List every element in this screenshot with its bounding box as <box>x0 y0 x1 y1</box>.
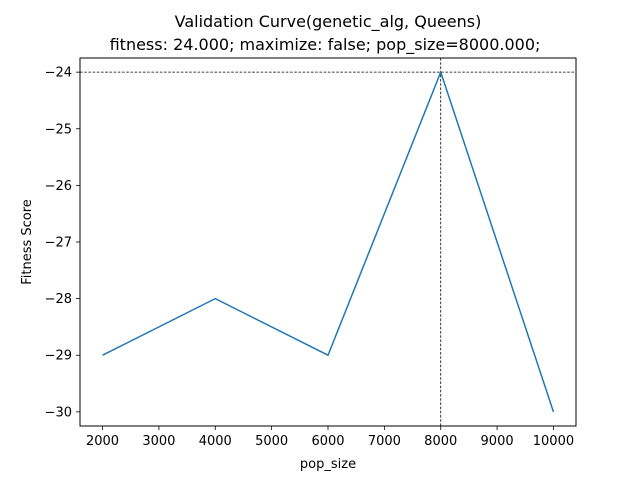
x-tick-label: 2000 <box>86 434 119 449</box>
x-tick-label: 7000 <box>368 434 401 449</box>
plot-frame <box>79 57 577 427</box>
plot-area <box>80 58 576 426</box>
x-tick-label: 8000 <box>424 434 457 449</box>
y-axis: −24 −25 −26 −27 −28 −29 −30 <box>45 66 80 420</box>
x-axis: 2000 3000 4000 5000 6000 7000 8000 9000 10000 <box>86 426 574 449</box>
chart-title: Validation Curve(genetic_alg, Queens) <box>175 12 482 32</box>
y-tick-label: −26 <box>45 179 72 194</box>
y-tick-label: −28 <box>45 292 72 307</box>
y-tick-label: −24 <box>45 66 72 81</box>
x-tick-label: 10000 <box>533 434 574 449</box>
x-tick-label: 6000 <box>311 434 344 449</box>
y-tick-label: −25 <box>45 122 72 137</box>
x-tick-label: 4000 <box>199 434 232 449</box>
y-tick-label: −30 <box>45 405 72 420</box>
y-tick-label: −29 <box>45 349 72 364</box>
x-tick-label: 5000 <box>255 434 288 449</box>
series-line <box>102 71 555 413</box>
y-axis-label: Fitness Score <box>20 199 35 285</box>
x-tick-label: 9000 <box>481 434 514 449</box>
chart-subtitle: fitness: 24.000; maximize: false; pop_si… <box>110 35 541 55</box>
y-tick-label: −27 <box>45 236 72 251</box>
x-axis-label: pop_size <box>300 457 356 472</box>
x-tick-label: 3000 <box>142 434 175 449</box>
